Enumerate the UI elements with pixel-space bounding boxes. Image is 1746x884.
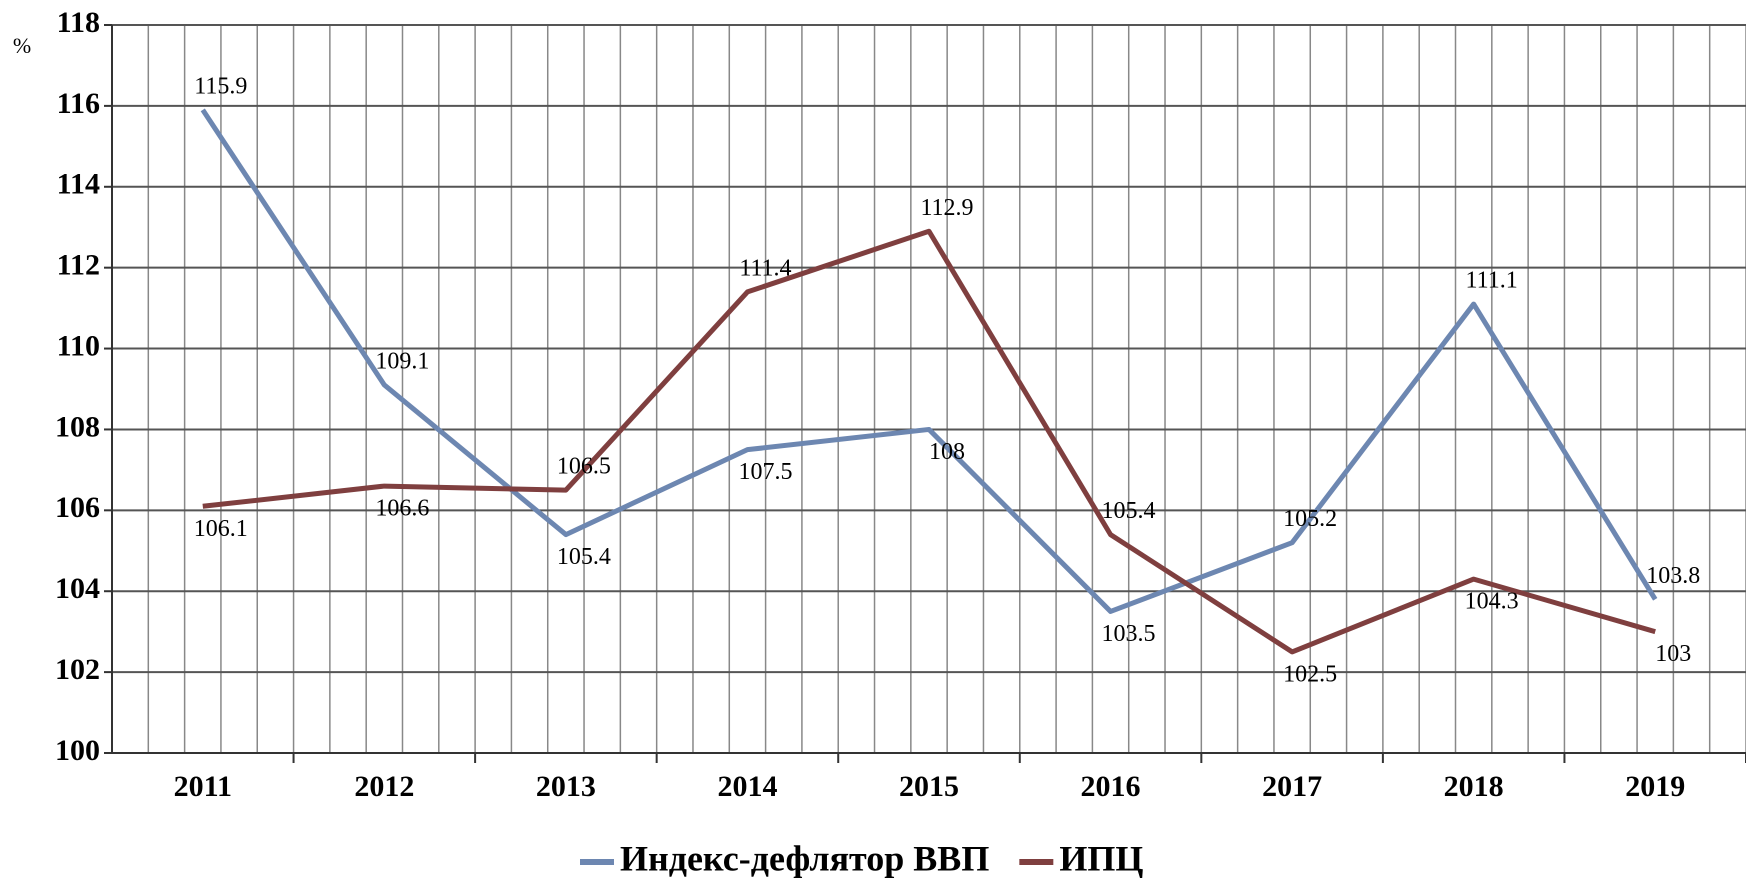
y-axis-label: %	[13, 33, 31, 58]
series-line	[200, 108, 1658, 614]
y-tick-label: 118	[57, 6, 100, 39]
data-label: 107.5	[738, 459, 792, 485]
y-tick-label: 114	[57, 168, 100, 201]
data-label: 108	[929, 439, 965, 465]
data-label: 115.9	[194, 73, 247, 99]
data-label: 111.4	[739, 255, 791, 281]
y-tick-label: 102	[55, 653, 100, 686]
x-tick-label: 2019	[1625, 770, 1685, 803]
x-tick-label: 2014	[717, 770, 777, 803]
x-tick-label: 2011	[174, 770, 232, 803]
legend-label: Индекс-дефлятор ВВП	[620, 838, 989, 878]
y-tick-label: 108	[55, 410, 100, 443]
data-label: 109.1	[375, 348, 429, 374]
data-label: 106.6	[375, 496, 429, 522]
x-tick-label: 2013	[536, 770, 596, 803]
data-label: 103	[1655, 641, 1691, 667]
data-label: 105.4	[1102, 498, 1156, 524]
data-label: 105.2	[1283, 506, 1337, 532]
legend-label: ИПЦ	[1059, 838, 1143, 878]
data-label: 111.1	[1466, 268, 1518, 294]
data-label: 105.4	[557, 544, 611, 570]
y-tick-label: 110	[57, 329, 100, 362]
x-tick-label: 2017	[1262, 770, 1322, 803]
data-label: 106.1	[194, 516, 248, 542]
y-tick-label: 112	[57, 249, 100, 282]
x-tick-label: 2016	[1081, 770, 1141, 803]
x-tick-label: 2015	[899, 770, 959, 803]
series-line	[202, 228, 1656, 655]
x-tick-label: 2012	[354, 770, 414, 803]
y-tick-label: 106	[55, 491, 100, 524]
x-tick-label: 2018	[1444, 770, 1504, 803]
data-label: 106.5	[557, 454, 611, 480]
y-tick-label: 100	[55, 734, 100, 767]
data-label: 103.5	[1102, 621, 1156, 647]
data-label: 103.8	[1646, 563, 1700, 589]
y-tick-label: 104	[55, 572, 100, 605]
data-label: 102.5	[1283, 661, 1337, 687]
data-label: 112.9	[920, 195, 973, 221]
data-label: 104.3	[1465, 589, 1519, 615]
y-tick-label: 116	[57, 87, 100, 120]
